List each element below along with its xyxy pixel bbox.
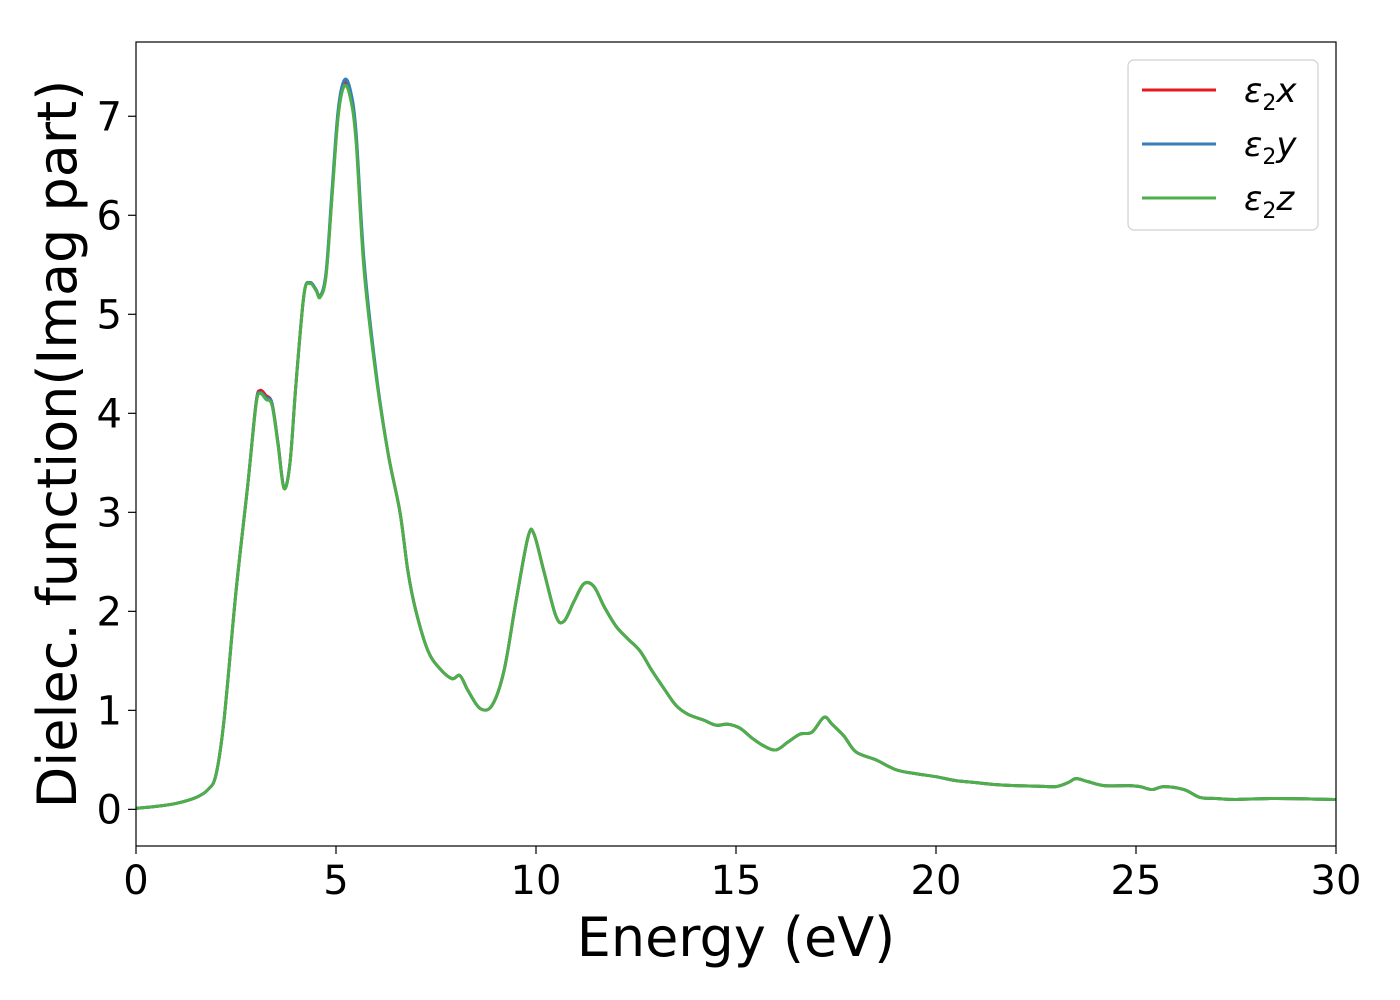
x-tick-label: 10 (511, 858, 562, 904)
legend-box (1127, 59, 1319, 231)
x-tick-label: 5 (323, 858, 348, 904)
y-tick-label: 5 (97, 292, 122, 338)
x-tick-label: 25 (1111, 858, 1162, 904)
x-tick-label: 0 (123, 858, 148, 904)
legend-label-z: ε2z (1244, 179, 1295, 224)
y-axis: 0 1 2 3 4 5 6 7 (97, 94, 136, 833)
y-tick-label: 3 (97, 490, 122, 536)
legend-label-y: ε2y (1244, 125, 1297, 170)
series-layer (135, 77, 1337, 810)
y-tick-label: 4 (97, 391, 122, 437)
y-tick-label: 7 (97, 94, 122, 140)
x-axis-title: Energy (eV) (577, 906, 896, 969)
series-line-z (135, 83, 1337, 810)
x-axis: 0 5 10 15 20 25 30 (123, 846, 1361, 904)
x-tick-label: 30 (1311, 858, 1362, 904)
y-tick-label: 1 (97, 688, 122, 734)
x-tick-label: 20 (911, 858, 962, 904)
y-tick-label: 2 (97, 589, 122, 635)
legend-label-x: ε2x (1244, 71, 1297, 116)
y-axis-title: Dielec. function(Imag part) (26, 80, 89, 809)
x-tick-label: 15 (711, 858, 762, 904)
y-tick-label: 0 (97, 787, 122, 833)
legend: ε2x ε2y ε2z (1127, 59, 1319, 231)
y-tick-label: 6 (97, 193, 122, 239)
